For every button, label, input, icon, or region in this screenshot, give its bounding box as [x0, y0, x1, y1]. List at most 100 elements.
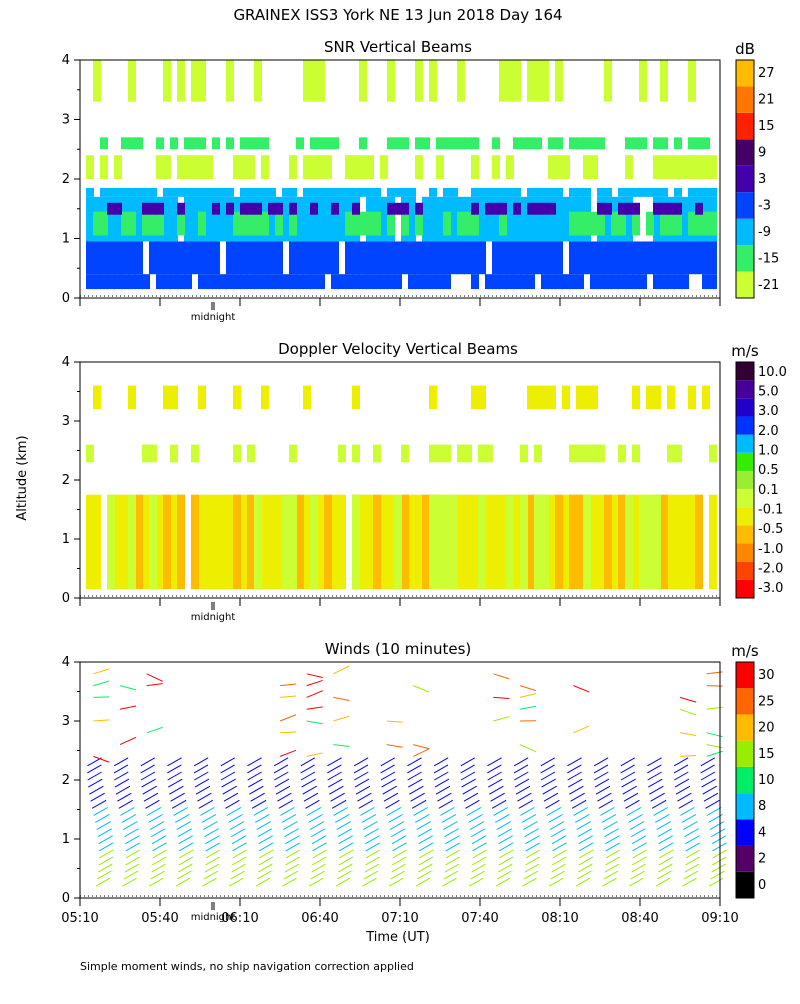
snr-cell [604, 241, 612, 274]
snr-cell [93, 241, 101, 274]
snr-cell [121, 137, 129, 149]
snr-cell [506, 274, 514, 289]
wind-barb [685, 836, 699, 844]
doppler-cell [401, 445, 409, 463]
doppler-cell [653, 495, 661, 589]
y-tick-label: 4 [62, 53, 70, 68]
wind-barb [338, 864, 352, 872]
wind-barb [656, 878, 670, 886]
wind-barb [575, 814, 589, 822]
doppler-cell [653, 386, 661, 410]
wind-barb [605, 836, 619, 844]
wind-barb [711, 871, 725, 879]
colorbar-label: 15 [758, 119, 775, 134]
wind-barb [413, 749, 429, 757]
wind-barb [229, 814, 243, 822]
wind-barb [493, 674, 509, 679]
doppler-cell [135, 495, 143, 589]
snr-cell [177, 188, 185, 197]
snr-cell [464, 137, 472, 149]
snr-cell [499, 274, 507, 289]
wind-barb [331, 793, 345, 801]
colorbar-label: 3 [758, 172, 766, 187]
panel-dop: Doppler Velocity Vertical Beams01234midn… [62, 340, 787, 623]
wind-barb [141, 765, 155, 773]
wind-barb [280, 715, 296, 721]
wind-barb [413, 686, 429, 693]
snr-cell [107, 188, 115, 197]
snr-cell [450, 241, 458, 274]
snr-cell [345, 212, 353, 236]
snr-cell [492, 155, 500, 179]
snr-cell [639, 274, 647, 289]
doppler-cell [695, 495, 703, 589]
x-tick-label: 05:40 [141, 911, 178, 926]
wind-barb [354, 772, 368, 780]
snr-cell [688, 60, 696, 102]
wind-barb [382, 779, 396, 787]
snr-cell [345, 155, 353, 179]
wind-barb [274, 758, 288, 766]
snr-cell [121, 188, 129, 197]
wind-barb [701, 758, 715, 766]
wind-barb [392, 836, 406, 844]
colorbar-swatch [736, 453, 754, 471]
snr-cell [338, 274, 346, 289]
snr-cell [240, 274, 248, 289]
doppler-cell [562, 495, 570, 589]
colorbar-label: 0.1 [758, 483, 779, 498]
wind-barb [680, 709, 696, 715]
wind-barb [152, 836, 166, 844]
snr-cell [471, 274, 479, 289]
wind-barb [221, 772, 235, 780]
snr-cell [548, 241, 556, 274]
snr-cell [100, 155, 108, 179]
doppler-cell [429, 445, 437, 463]
wind-barb [277, 793, 291, 801]
wind-barb [200, 807, 214, 815]
wind-barb [463, 786, 477, 794]
wind-barb [355, 779, 369, 787]
wind-barb [390, 822, 404, 830]
snr-cell [86, 197, 94, 242]
wind-barb [416, 878, 430, 886]
snr-cell [198, 137, 206, 149]
snr-cell [702, 188, 710, 197]
snr-cell [576, 137, 584, 149]
wind-barb [552, 857, 566, 865]
wind-barb [411, 793, 425, 801]
snr-cell [513, 60, 521, 102]
wind-barb [257, 871, 271, 879]
snr-cell [653, 188, 661, 197]
wind-barb [274, 765, 288, 773]
doppler-cell [289, 495, 297, 589]
snr-cell [569, 188, 577, 197]
wind-barb [434, 758, 448, 766]
snr-cell [569, 212, 577, 236]
doppler-cell [443, 445, 451, 463]
snr-cell [632, 188, 640, 197]
wind-barb [280, 732, 296, 733]
wind-barb [414, 807, 428, 815]
doppler-cell [177, 495, 185, 589]
wind-barb [633, 850, 647, 858]
snr-cell [86, 188, 94, 197]
wind-barb [412, 800, 426, 808]
colorbar-swatch [736, 872, 754, 898]
wind-barb [701, 772, 715, 780]
snr-cell [107, 274, 115, 289]
wind-barb [194, 765, 208, 773]
wind-barb [384, 793, 398, 801]
snr-cell [527, 137, 535, 149]
snr-cell [667, 203, 675, 215]
wind-barb [682, 814, 696, 822]
doppler-cell [408, 495, 416, 589]
colorbar-label: 27 [758, 66, 775, 81]
wind-barb [312, 857, 326, 865]
y-tick-label: 4 [62, 655, 70, 670]
wind-barb [571, 793, 585, 801]
wind-barb [248, 779, 262, 787]
colorbar-label: -15 [758, 251, 779, 266]
wind-barb [312, 836, 326, 844]
snr-cell [128, 241, 136, 274]
